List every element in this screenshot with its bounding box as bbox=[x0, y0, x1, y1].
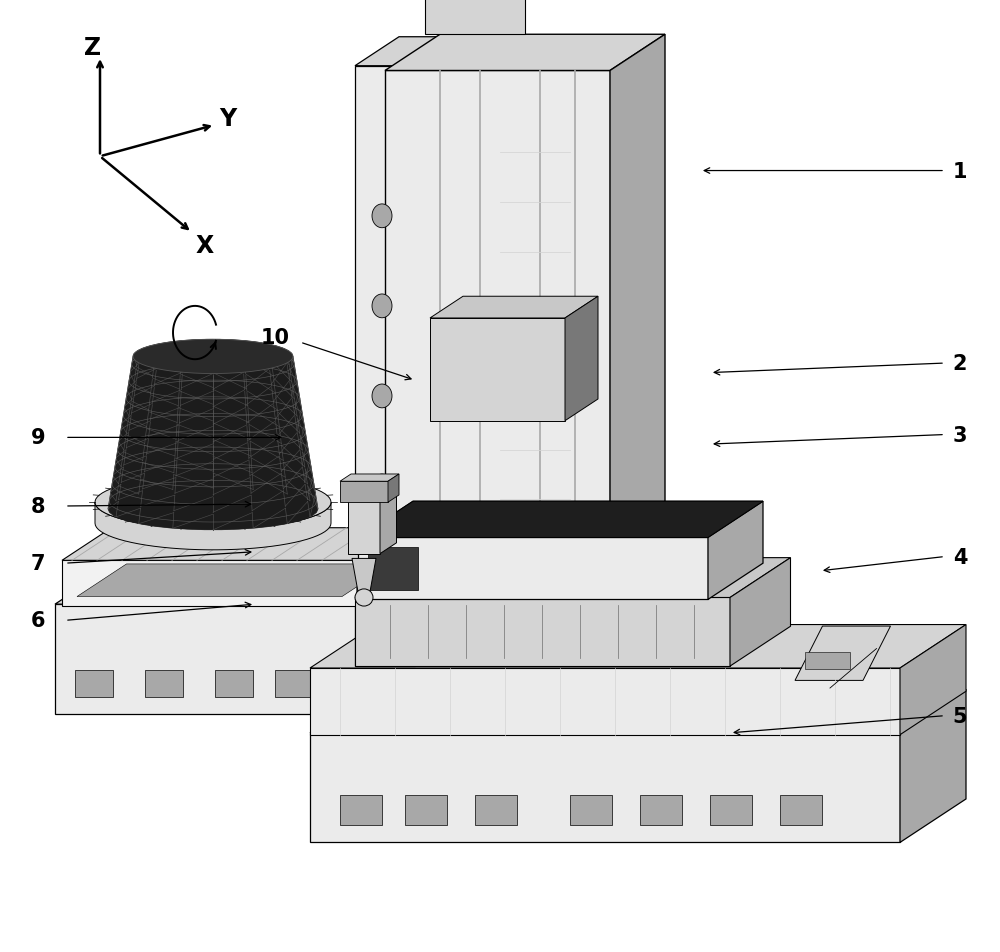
Polygon shape bbox=[310, 689, 966, 733]
Polygon shape bbox=[425, 0, 525, 35]
Polygon shape bbox=[388, 474, 399, 503]
Polygon shape bbox=[215, 670, 253, 697]
Polygon shape bbox=[900, 689, 966, 843]
Polygon shape bbox=[358, 538, 708, 600]
Polygon shape bbox=[55, 605, 365, 714]
Polygon shape bbox=[348, 491, 396, 502]
Polygon shape bbox=[310, 625, 966, 668]
Polygon shape bbox=[352, 559, 376, 592]
Text: 9: 9 bbox=[31, 428, 45, 447]
Polygon shape bbox=[310, 733, 900, 843]
Polygon shape bbox=[55, 568, 420, 605]
Polygon shape bbox=[475, 795, 517, 825]
Polygon shape bbox=[348, 502, 380, 554]
Polygon shape bbox=[358, 502, 763, 538]
Polygon shape bbox=[795, 626, 891, 681]
Polygon shape bbox=[380, 491, 396, 554]
Text: Z: Z bbox=[84, 35, 102, 60]
Polygon shape bbox=[340, 795, 382, 825]
Polygon shape bbox=[95, 503, 331, 550]
Polygon shape bbox=[77, 565, 391, 597]
Polygon shape bbox=[275, 670, 313, 697]
Polygon shape bbox=[75, 670, 113, 697]
Text: 7: 7 bbox=[31, 554, 45, 573]
Polygon shape bbox=[405, 795, 447, 825]
Polygon shape bbox=[95, 476, 331, 529]
Polygon shape bbox=[708, 502, 763, 600]
Polygon shape bbox=[385, 71, 610, 538]
Text: 5: 5 bbox=[953, 706, 967, 725]
Polygon shape bbox=[340, 482, 388, 503]
Text: 10: 10 bbox=[260, 328, 290, 347]
Polygon shape bbox=[710, 795, 752, 825]
Polygon shape bbox=[62, 561, 357, 606]
Polygon shape bbox=[62, 528, 406, 561]
Text: 8: 8 bbox=[31, 497, 45, 516]
Polygon shape bbox=[780, 795, 822, 825]
Polygon shape bbox=[357, 528, 406, 606]
Polygon shape bbox=[355, 67, 415, 666]
Text: 2: 2 bbox=[953, 354, 967, 373]
Polygon shape bbox=[355, 598, 730, 666]
Text: X: X bbox=[196, 233, 214, 258]
Polygon shape bbox=[640, 795, 682, 825]
Ellipse shape bbox=[372, 475, 392, 499]
Polygon shape bbox=[565, 297, 598, 422]
Polygon shape bbox=[145, 670, 183, 697]
Polygon shape bbox=[310, 668, 900, 735]
Text: 1: 1 bbox=[953, 162, 967, 181]
Polygon shape bbox=[385, 35, 665, 71]
Polygon shape bbox=[340, 474, 399, 482]
Polygon shape bbox=[570, 795, 612, 825]
Polygon shape bbox=[358, 502, 763, 538]
Polygon shape bbox=[430, 297, 598, 319]
Polygon shape bbox=[730, 558, 790, 666]
Polygon shape bbox=[365, 568, 420, 714]
Polygon shape bbox=[355, 558, 790, 598]
Ellipse shape bbox=[372, 295, 392, 319]
Polygon shape bbox=[355, 38, 459, 67]
Polygon shape bbox=[610, 35, 665, 538]
Text: 3: 3 bbox=[953, 426, 967, 445]
Polygon shape bbox=[368, 547, 418, 590]
Polygon shape bbox=[900, 625, 966, 735]
Text: 6: 6 bbox=[31, 611, 45, 630]
Polygon shape bbox=[805, 652, 850, 669]
Polygon shape bbox=[430, 319, 565, 422]
Text: 4: 4 bbox=[953, 547, 967, 566]
Polygon shape bbox=[108, 340, 318, 530]
Circle shape bbox=[355, 589, 373, 606]
Ellipse shape bbox=[372, 205, 392, 228]
Polygon shape bbox=[133, 340, 293, 374]
Ellipse shape bbox=[372, 385, 392, 408]
Text: Y: Y bbox=[219, 107, 237, 131]
